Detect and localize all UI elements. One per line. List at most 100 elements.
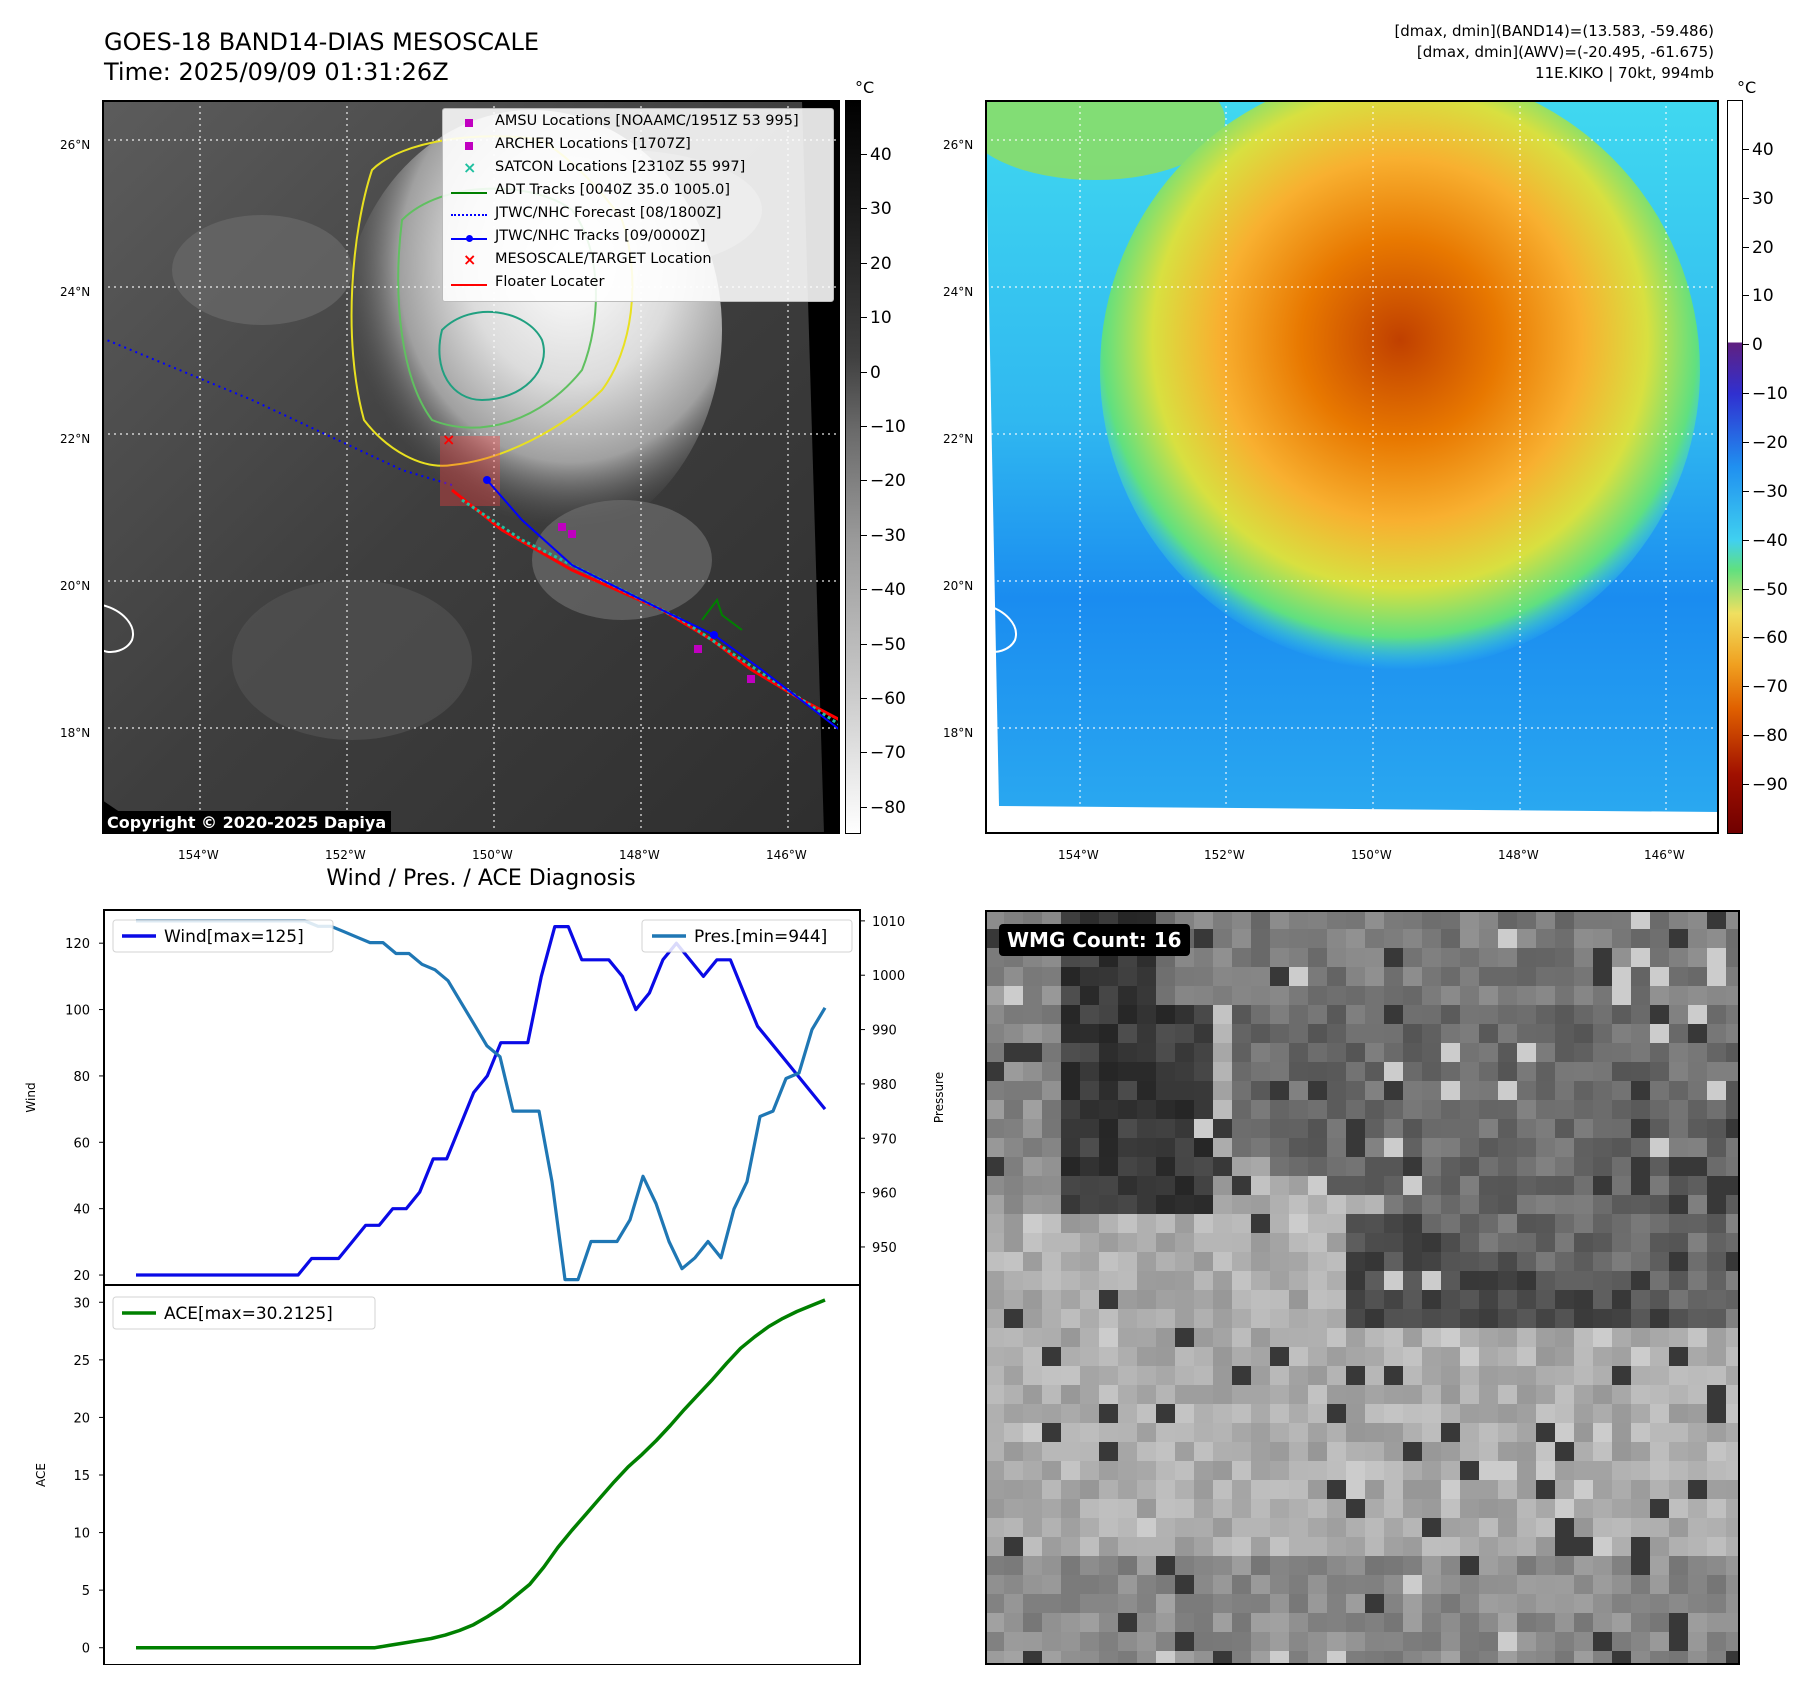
awv-map-panel [985, 100, 1719, 834]
colorbar-tick-mark [1743, 393, 1749, 394]
pressure-legend: Pres.[min=944] [641, 919, 853, 953]
ace-chart: 0 5 10 15 20 25 30 ACE ACE[max=30.2125] [34, 1285, 861, 1665]
y-tick-label: 5 [82, 1584, 90, 1599]
wind-legend-label: Wind[max=125] [164, 927, 304, 947]
colorbar-tick-label: −90 [1752, 775, 1788, 795]
legend-symbol-icon [451, 208, 487, 222]
lat-label: 22°N [60, 432, 91, 446]
colorbar-tick-mark [861, 589, 867, 591]
legend-label: Floater Locater [495, 274, 605, 290]
lat-label: 22°N [943, 432, 974, 446]
info-line2: [dmax, dmin](AWV)=(-20.495, -61.675) [1416, 43, 1714, 61]
colorbar-tick-label: −80 [1752, 726, 1788, 746]
legend-label: MESOSCALE/TARGET Location [495, 251, 712, 267]
y-tick-label: 60 [73, 1136, 90, 1151]
colorbar-tick-label: 0 [1752, 335, 1763, 355]
colorbar-tick-label: 30 [1752, 189, 1774, 209]
colorbar-tick-mark [1743, 442, 1749, 443]
colorbar-tick-label: 30 [870, 199, 892, 220]
ace-legend-label: ACE[max=30.2125] [164, 1304, 333, 1324]
awv-colorbar [1727, 100, 1743, 834]
colorbar-tick-label: −10 [1752, 384, 1788, 404]
lat-label: 20°N [60, 579, 91, 593]
lon-label: 152°W [1204, 848, 1245, 862]
colorbar-tick-label: 20 [1752, 238, 1774, 258]
colorbar-tick-label: 10 [1752, 286, 1774, 306]
legend-entry: JTWC/NHC Tracks [09/0000Z] [443, 228, 833, 248]
legend-entry: Floater Locater [443, 274, 833, 294]
y-right-axis-label: Pressure [932, 1072, 946, 1123]
lat-label: 24°N [943, 285, 974, 299]
svg-text:×: × [442, 430, 455, 449]
y-right-tick-label: 960 [872, 1187, 897, 1202]
colorbar-tick-mark [861, 317, 867, 319]
colorbar-tick-mark [861, 480, 867, 482]
colorbar-tick-mark [1743, 198, 1749, 199]
diagnosis-title: Wind / Pres. / ACE Diagnosis [326, 866, 636, 891]
lon-label: 152°W [325, 848, 366, 862]
wmg-count-label: WMG Count: 16 [999, 924, 1190, 956]
legend-label: ARCHER Locations [1707Z] [495, 136, 691, 152]
colorbar-tick-label: −70 [870, 743, 906, 764]
colorbar-tick-label: 40 [1752, 140, 1774, 160]
legend-entry: × SATCON Locations [2310Z 55 997] [443, 158, 833, 179]
copyright-label: Copyright © 2020-2025 Dapiya [102, 811, 392, 834]
colorbar-tick-label: 0 [870, 362, 881, 383]
legend-entry: AMSU Locations [NOAAMC/1951Z 53 995] [443, 113, 833, 133]
colorbar-tick-mark [1743, 784, 1749, 785]
colorbar-tick-mark [1743, 735, 1749, 736]
colorbar-tick-label: −20 [870, 471, 906, 492]
wmg-panel: WMG Count: 16 [985, 910, 1740, 1665]
y-tick-label: 20 [73, 1269, 90, 1284]
colorbar-tick-label: −50 [1752, 580, 1788, 600]
plot-area [103, 909, 861, 1286]
colorbar-tick-mark [1743, 637, 1749, 638]
legend-symbol-icon [451, 139, 487, 153]
lon-label: 150°W [472, 848, 513, 862]
y-axis-label: ACE [34, 1463, 48, 1487]
legend-label: SATCON Locations [2310Z 55 997] [495, 159, 746, 175]
colorbar-tick-mark [1743, 540, 1749, 541]
figure-title-line2: Time: 2025/09/09 01:31:26Z [104, 58, 449, 86]
colorbar-tick-mark [861, 208, 867, 210]
legend-label: ADT Tracks [0040Z 35.0 1005.0] [495, 182, 731, 198]
colorbar-tick-label: −10 [870, 417, 906, 437]
y-right-tick-label: 950 [872, 1241, 897, 1256]
legend-entry: ARCHER Locations [1707Z] [443, 136, 833, 156]
ace-series-line [136, 1298, 826, 1650]
legend-symbol-icon [451, 116, 487, 130]
legend-entry: × MESOSCALE/TARGET Location [443, 250, 833, 271]
colorbar-tick-label: −40 [870, 580, 906, 601]
legend-symbol-icon: × [463, 158, 477, 177]
info-line3: 11E.KIKO | 70kt, 994mb [1535, 64, 1714, 82]
colorbar-tick-mark [1743, 344, 1749, 345]
figure-title-line1: GOES-18 BAND14-DIAS MESOSCALE [104, 28, 540, 56]
ace-legend: ACE[max=30.2125] [112, 1296, 376, 1330]
ir-map-frame [102, 100, 840, 834]
colorbar-tick-label: −60 [870, 689, 906, 709]
colorbar-tick-mark [861, 426, 867, 427]
wind-legend: Wind[max=125] [112, 919, 334, 953]
colorbar-tick-mark [861, 643, 867, 645]
colorbar-tick-label: 10 [870, 308, 892, 329]
y-tick-label: 80 [73, 1070, 90, 1085]
ir-colorbar-unit: °C [855, 78, 875, 97]
ir-colorbar [845, 100, 861, 834]
colorbar-tick-mark [1743, 686, 1749, 687]
lon-label: 154°W [1058, 848, 1099, 862]
legend-symbol-icon [451, 277, 487, 291]
ir-map-panel: × AMSU Locations [NOAAMC/1951Z 53 995] AR… [102, 100, 840, 834]
colorbar-tick-mark [861, 806, 867, 808]
colorbar-tick-label: −40 [1752, 531, 1788, 551]
legend-label: JTWC/NHC Tracks [09/0000Z] [495, 228, 706, 244]
legend-entry: JTWC/NHC Forecast [08/1800Z] [443, 205, 833, 225]
colorbar-tick-mark [861, 698, 867, 699]
colorbar-tick-mark [861, 154, 867, 155]
lon-label: 146°W [1644, 848, 1685, 862]
plot-area [103, 1285, 861, 1665]
lon-label: 148°W [619, 848, 660, 862]
colorbar-tick-label: −30 [870, 525, 906, 546]
legend-symbol-icon [451, 185, 487, 199]
lon-label: 148°W [1498, 848, 1539, 862]
colorbar-tick-label: 40 [870, 145, 892, 165]
